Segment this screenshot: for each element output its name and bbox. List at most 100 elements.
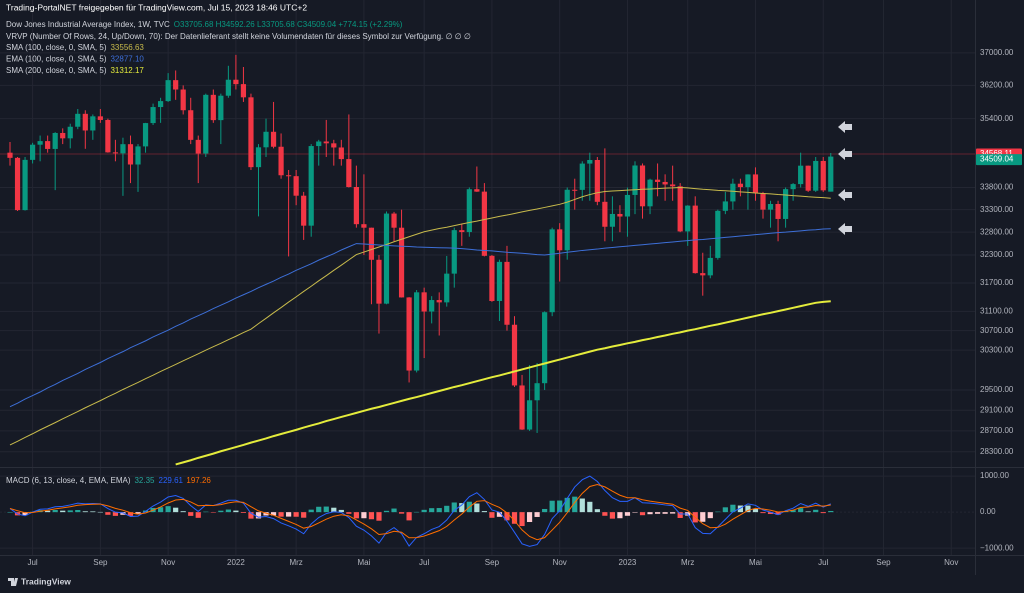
x-tick-label: Mrz (681, 558, 694, 567)
histogram-bar (798, 508, 804, 513)
candle-body (165, 80, 171, 102)
candle-body (278, 146, 284, 176)
histogram-bar (368, 512, 375, 520)
legend-part: 197.26 (186, 476, 211, 485)
candle-body (60, 132, 66, 139)
histogram-bar (240, 512, 247, 513)
candle-body (210, 94, 216, 121)
histogram-bar (286, 512, 292, 517)
candle-body (308, 146, 314, 226)
candle-body (255, 147, 262, 168)
x-tick-label: Sep (93, 558, 108, 567)
y-tick-label: 30300.00 (980, 345, 1014, 354)
candle-body (240, 84, 247, 98)
histogram-bar (353, 512, 359, 519)
candle-body (707, 257, 713, 276)
logo-text: TradingView (21, 576, 71, 586)
histogram-bar (188, 512, 194, 516)
histogram-bar (813, 509, 819, 513)
histogram-bar (700, 512, 706, 522)
legend-line: VRVP (Number Of Rows, 24, Up/Down, 70): … (6, 32, 471, 41)
candle-body (542, 312, 548, 384)
histogram-bar (828, 510, 834, 513)
y-tick-label: 33300.00 (980, 205, 1014, 214)
candle-body (338, 147, 344, 160)
histogram-bar (218, 510, 224, 513)
candle-body (158, 101, 164, 108)
candle-body (82, 113, 88, 131)
candle-body (120, 144, 126, 154)
histogram-bar (549, 500, 555, 513)
y-tick-label: 31700.00 (980, 278, 1014, 287)
y-tick-label: 1000.00 (980, 471, 1009, 480)
histogram-bar (331, 507, 337, 513)
candle-body (361, 224, 367, 228)
arrow (838, 223, 852, 235)
histogram-bar (737, 505, 744, 513)
candle-body (496, 261, 503, 301)
candle-body (775, 203, 781, 219)
candle-body (730, 183, 736, 202)
y-tick-label: 37000.00 (980, 48, 1014, 57)
candle-body (188, 110, 194, 140)
histogram-bar (316, 506, 322, 513)
y-tick-label: 29100.00 (980, 405, 1014, 414)
candle-body (805, 165, 811, 191)
histogram-bar (594, 509, 600, 513)
histogram-bar (278, 512, 284, 517)
candle-body (715, 210, 721, 258)
candle-body (112, 152, 119, 154)
candle-body (286, 175, 292, 177)
candle-body (451, 230, 457, 274)
legend-line: Dow Jones Industrial Average Index, 1W, … (6, 20, 403, 29)
candle-body (798, 165, 804, 185)
histogram-bar (542, 508, 548, 513)
legend-line: EMA (100, close, 0, SMA, 5) 32877.10 (6, 55, 144, 64)
hline-label: 34568.11 (980, 149, 1013, 158)
histogram-bar (173, 507, 179, 513)
legend-part: VRVP (Number Of Rows, 24, Up/Down, 70): … (6, 32, 471, 41)
histogram-bar (511, 512, 518, 524)
x-tick-label: Nov (553, 558, 567, 567)
legend-part: SMA (100, close, 0, SMA, 5) (6, 43, 107, 52)
candle-body (391, 213, 397, 228)
histogram-bar (233, 510, 239, 513)
candle-body (647, 179, 653, 207)
candle-body (29, 144, 36, 160)
histogram-bar (752, 509, 759, 513)
y-tick-label: 33800.00 (980, 183, 1014, 192)
histogram-bar (105, 512, 111, 515)
histogram-bar (444, 505, 450, 513)
histogram-bar (767, 512, 774, 515)
histogram-bar (504, 512, 510, 521)
candle-body (7, 152, 13, 158)
candle-body (90, 116, 96, 131)
histogram-bar (557, 500, 563, 513)
histogram-bar (647, 512, 653, 515)
legend-part: Dow Jones Industrial Average Index, 1W, … (6, 20, 170, 29)
share-text: Trading-PortalNET freigegeben für Tradin… (6, 2, 307, 12)
histogram-bar (293, 512, 299, 517)
histogram-bar (210, 512, 216, 513)
y-tick-label: 29500.00 (980, 385, 1014, 394)
histogram-bar (361, 512, 367, 519)
y-tick-label: 32300.00 (980, 250, 1014, 259)
candle-body (692, 205, 698, 274)
candle-body (767, 203, 774, 210)
histogram-bar (22, 512, 28, 516)
legend-line: MACD (6, 13, close, 4, EMA, EMA) 32.35 229… (6, 476, 211, 485)
candle-body (466, 189, 472, 233)
y-tick-label: −1000.00 (980, 543, 1014, 552)
histogram-bar (436, 508, 442, 513)
candle-body (173, 80, 179, 90)
histogram-bar (60, 510, 66, 513)
x-tick-label: Nov (161, 558, 175, 567)
legend: Dow Jones Industrial Average Index, 1W, … (6, 20, 471, 485)
candle-body (218, 95, 224, 121)
candle-body (75, 113, 81, 127)
moving-average-line (175, 300, 831, 466)
arrow (838, 121, 852, 133)
histogram-bar (225, 509, 231, 513)
histogram-bar (805, 511, 811, 513)
